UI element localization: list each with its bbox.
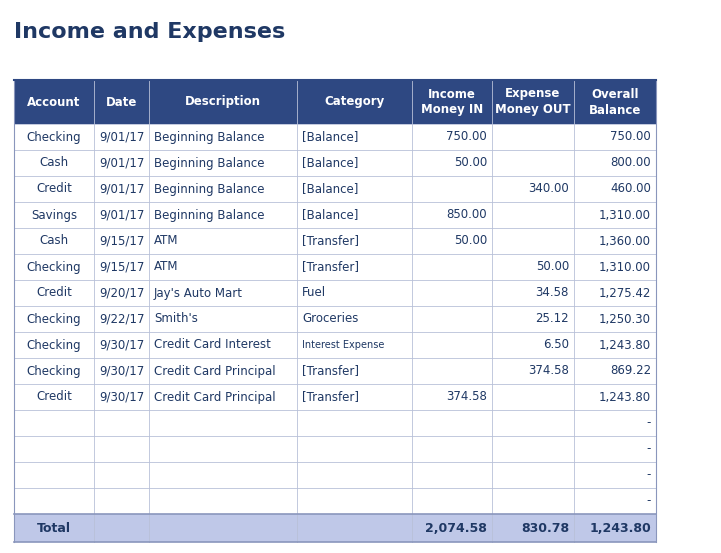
Text: [Balance]: [Balance]: [302, 156, 358, 170]
Bar: [14, 332, 656, 358]
Text: Credit Card Interest: Credit Card Interest: [154, 338, 271, 352]
Text: Beginning Balance: Beginning Balance: [154, 208, 265, 222]
Bar: [14, 80, 656, 124]
Bar: [14, 514, 656, 542]
Text: 800.00: 800.00: [611, 156, 651, 170]
Text: 9/01/17: 9/01/17: [99, 131, 144, 143]
Text: Beginning Balance: Beginning Balance: [154, 131, 265, 143]
Text: Fuel: Fuel: [302, 286, 326, 300]
Bar: [14, 124, 656, 150]
Text: Groceries: Groceries: [302, 312, 358, 326]
Bar: [14, 150, 656, 176]
Text: 1,250.30: 1,250.30: [599, 312, 651, 326]
Text: Smith's: Smith's: [154, 312, 198, 326]
Text: 25.12: 25.12: [536, 312, 569, 326]
Text: 6.50: 6.50: [543, 338, 569, 352]
Text: [Balance]: [Balance]: [302, 208, 358, 222]
Text: 1,243.80: 1,243.80: [589, 521, 651, 535]
Text: -: -: [647, 494, 651, 508]
Bar: [14, 410, 656, 436]
Text: Overall
Balance: Overall Balance: [589, 87, 641, 117]
Text: Beginning Balance: Beginning Balance: [154, 182, 265, 196]
Text: Interest Expense: Interest Expense: [302, 340, 384, 350]
Text: 1,310.00: 1,310.00: [599, 208, 651, 222]
Text: Beginning Balance: Beginning Balance: [154, 156, 265, 170]
Text: [Balance]: [Balance]: [302, 131, 358, 143]
Text: 9/15/17: 9/15/17: [99, 234, 144, 248]
Text: ATM: ATM: [154, 260, 179, 274]
Text: Cash: Cash: [40, 156, 68, 170]
Text: 1,360.00: 1,360.00: [599, 234, 651, 248]
Text: [Balance]: [Balance]: [302, 182, 358, 196]
Text: 869.22: 869.22: [610, 364, 651, 378]
Text: 750.00: 750.00: [446, 131, 487, 143]
Text: Checking: Checking: [27, 312, 81, 326]
Text: 9/01/17: 9/01/17: [99, 208, 144, 222]
Text: Checking: Checking: [27, 338, 81, 352]
Text: 9/01/17: 9/01/17: [99, 182, 144, 196]
Bar: [14, 462, 656, 488]
Text: Date: Date: [106, 96, 137, 108]
Text: Category: Category: [324, 96, 384, 108]
Text: 850.00: 850.00: [446, 208, 487, 222]
Text: 1,310.00: 1,310.00: [599, 260, 651, 274]
Bar: [14, 358, 656, 384]
Text: 830.78: 830.78: [521, 521, 569, 535]
Text: Total: Total: [37, 521, 71, 535]
Bar: [14, 280, 656, 306]
Text: 9/22/17: 9/22/17: [99, 312, 144, 326]
Text: 9/15/17: 9/15/17: [99, 260, 144, 274]
Text: 750.00: 750.00: [610, 131, 651, 143]
Text: 340.00: 340.00: [528, 182, 569, 196]
Text: 9/20/17: 9/20/17: [99, 286, 144, 300]
Text: 50.00: 50.00: [536, 260, 569, 274]
Text: Expense
Money OUT: Expense Money OUT: [495, 87, 571, 117]
Text: Account: Account: [27, 96, 81, 108]
Text: Checking: Checking: [27, 131, 81, 143]
Text: Credit: Credit: [36, 286, 72, 300]
Text: Credit: Credit: [36, 182, 72, 196]
Text: 9/01/17: 9/01/17: [99, 156, 144, 170]
Text: Description: Description: [185, 96, 261, 108]
Bar: [14, 176, 656, 202]
Text: Credit: Credit: [36, 390, 72, 404]
Bar: [14, 384, 656, 410]
Bar: [14, 306, 656, 332]
Text: [Transfer]: [Transfer]: [302, 390, 359, 404]
Text: Jay's Auto Mart: Jay's Auto Mart: [154, 286, 243, 300]
Text: 50.00: 50.00: [454, 234, 487, 248]
Text: Credit Card Principal: Credit Card Principal: [154, 390, 275, 404]
Text: -: -: [647, 468, 651, 482]
Text: Checking: Checking: [27, 260, 81, 274]
Text: 50.00: 50.00: [454, 156, 487, 170]
Text: -: -: [647, 442, 651, 456]
Text: 1,243.80: 1,243.80: [599, 390, 651, 404]
Text: Income and Expenses: Income and Expenses: [14, 22, 286, 42]
Text: 460.00: 460.00: [610, 182, 651, 196]
Text: 374.58: 374.58: [528, 364, 569, 378]
Bar: [14, 202, 656, 228]
Text: 2,074.58: 2,074.58: [425, 521, 487, 535]
Text: 9/30/17: 9/30/17: [99, 338, 144, 352]
Text: [Transfer]: [Transfer]: [302, 260, 359, 274]
Text: Credit Card Principal: Credit Card Principal: [154, 364, 275, 378]
Text: Cash: Cash: [40, 234, 68, 248]
Text: 9/30/17: 9/30/17: [99, 364, 144, 378]
Bar: [14, 228, 656, 254]
Bar: [14, 254, 656, 280]
Text: 1,243.80: 1,243.80: [599, 338, 651, 352]
Text: 374.58: 374.58: [446, 390, 487, 404]
Text: 34.58: 34.58: [536, 286, 569, 300]
Text: 1,275.42: 1,275.42: [598, 286, 651, 300]
Text: Checking: Checking: [27, 364, 81, 378]
Text: [Transfer]: [Transfer]: [302, 234, 359, 248]
Text: Savings: Savings: [31, 208, 77, 222]
Bar: [14, 436, 656, 462]
Bar: [14, 488, 656, 514]
Text: -: -: [647, 416, 651, 430]
Text: ATM: ATM: [154, 234, 179, 248]
Text: 9/30/17: 9/30/17: [99, 390, 144, 404]
Text: Income
Money IN: Income Money IN: [421, 87, 483, 117]
Text: [Transfer]: [Transfer]: [302, 364, 359, 378]
